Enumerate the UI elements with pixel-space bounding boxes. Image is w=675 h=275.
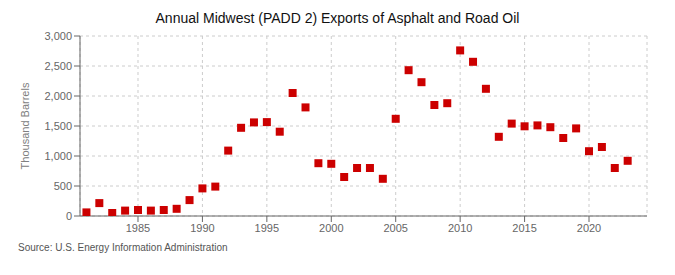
svg-text:1990: 1990 (190, 222, 214, 234)
svg-text:2000: 2000 (319, 222, 343, 234)
svg-text:1985: 1985 (126, 222, 150, 234)
html-text:Annual Midwest (PADD 2) Export: Annual Midwest (PADD 2) Exports of Aspha… (155, 10, 520, 26)
svg-text:3,000: 3,000 (44, 30, 72, 42)
svg-text:2,500: 2,500 (44, 60, 72, 72)
svg-text:Thousand Barrels: Thousand Barrels (19, 82, 31, 169)
svg-text:2020: 2020 (577, 222, 601, 234)
svg-text:2005: 2005 (383, 222, 407, 234)
svg-text:0: 0 (66, 210, 72, 222)
svg-text:2015: 2015 (512, 222, 536, 234)
svg-text:500: 500 (54, 180, 72, 192)
svg-text:1995: 1995 (255, 222, 279, 234)
svg-text:1,500: 1,500 (44, 120, 72, 132)
svg-text:1,000: 1,000 (44, 150, 72, 162)
svg-text:2,000: 2,000 (44, 90, 72, 102)
html-text:Source: U.S. Energy Informatio: Source: U.S. Energy Information Administ… (18, 242, 228, 253)
svg-text:2010: 2010 (448, 222, 472, 234)
